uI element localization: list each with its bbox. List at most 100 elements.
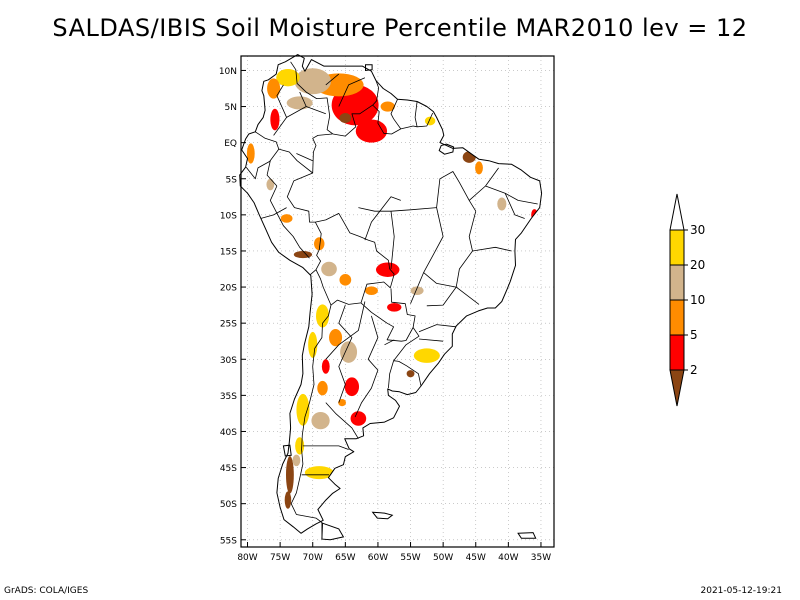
lon-tick-label: 75W [270, 553, 290, 563]
colorbar: 30 20 10 5 2 [669, 193, 705, 407]
south-america-coastline [239, 54, 543, 534]
anomaly-patch-lt5 [375, 262, 400, 277]
anomaly-patch-lt20 [321, 261, 337, 277]
lat-tick-label: 30S [220, 356, 237, 366]
border-line [325, 73, 340, 86]
lat-tick-label: EQ [224, 139, 237, 149]
border-line [418, 324, 457, 333]
island-outline [517, 532, 537, 539]
lat-tick-label: 45S [220, 464, 237, 474]
anomaly-patch-lt10 [338, 398, 346, 407]
anomaly-patch-lt10 [380, 101, 395, 112]
lat-tick-label: 50S [220, 500, 237, 510]
axis-labels: 10N 5N EQ 5S 10S 15S 20S 25S 30S 35S 40S 45S 50S 55S8… [219, 67, 551, 563]
lon-tick-label: 35W [531, 553, 551, 563]
border-line [302, 445, 349, 450]
border-line [309, 221, 322, 276]
border-line [290, 61, 334, 135]
lat-tick-label: 25S [220, 320, 237, 330]
border-line [393, 327, 422, 387]
colorbar-bottom-arrow [669, 369, 685, 407]
lat-tick-label: 55S [220, 536, 237, 546]
anomaly-patch-lt30 [304, 466, 334, 480]
border-line [338, 77, 366, 107]
border-line [426, 286, 457, 307]
border-line [384, 339, 395, 346]
island-outline [365, 64, 373, 71]
anomaly-patch-lt5 [344, 377, 360, 397]
anomaly-patch-lt2 [406, 370, 415, 378]
border-line [325, 301, 366, 360]
anomaly-patch-lt20 [266, 178, 275, 191]
border-line [338, 304, 353, 403]
colorbar-label: 30 [690, 223, 705, 237]
lat-tick-label: 35S [220, 392, 237, 402]
graticule [241, 56, 554, 547]
anomaly-patch-lt10 [314, 237, 325, 251]
anomaly-patch-lt20 [311, 411, 330, 430]
lat-tick-label: 5S [226, 175, 238, 185]
anomaly-patch-lt5 [387, 302, 402, 312]
border-line [360, 288, 416, 342]
lon-tick-label: 60W [368, 553, 388, 563]
border-line [418, 338, 444, 342]
colorbar-top-arrow [669, 193, 685, 231]
border-line [390, 211, 395, 270]
border-line [455, 250, 473, 288]
border-line [468, 167, 499, 201]
anomaly-patch-lt30 [413, 348, 440, 363]
anomaly-patch-lt10 [280, 214, 293, 223]
soil-moisture-anomaly-field [246, 68, 538, 509]
border-line [269, 185, 310, 259]
border-line [372, 104, 401, 135]
border-line [315, 269, 395, 306]
anomaly-patch-lt30 [296, 393, 310, 426]
border-line [410, 272, 424, 304]
border-line [390, 99, 402, 130]
border-line [266, 160, 278, 187]
map-frame [240, 55, 555, 548]
island-outline [371, 511, 394, 520]
border-line [332, 80, 380, 137]
border-line [273, 91, 307, 136]
anomaly-patch-lt5 [350, 411, 367, 426]
border-line [260, 207, 287, 219]
political-borders [245, 61, 538, 540]
lat-tick-label: 10N [219, 67, 237, 77]
map-title: SALDAS/IBIS Soil Moisture Percentile MAR… [52, 14, 748, 42]
lon-tick-label: 50W [433, 553, 453, 563]
anomaly-patch-lt30 [424, 116, 436, 126]
anomaly-patch-lt20 [410, 286, 424, 296]
lon-tick-label: 65W [335, 553, 355, 563]
border-line [504, 193, 525, 219]
border-line [306, 106, 326, 115]
anomaly-patch-lt5 [321, 359, 330, 374]
border-line [276, 84, 287, 118]
coastlines [239, 54, 543, 541]
colorbar-segment-lt30 [669, 229, 685, 266]
border-line [358, 207, 437, 212]
island-outline [438, 143, 455, 155]
anomaly-patch-lt10 [329, 328, 343, 347]
border-line [414, 101, 418, 127]
anomaly-patch-lt2 [293, 250, 313, 259]
anomaly-patch-lt30 [295, 437, 305, 455]
lon-tick-label: 70W [303, 553, 323, 563]
border-line [354, 315, 379, 418]
border-line [290, 305, 332, 540]
lon-tick-label: 80W [237, 553, 257, 563]
anomaly-patch-lt30 [315, 304, 330, 328]
island-outline [282, 444, 292, 457]
lon-tick-label: 45W [466, 553, 486, 563]
anomaly-patch-lt10 [317, 380, 328, 396]
colorbar-label: 2 [690, 363, 698, 377]
anomaly-patch-lt2 [284, 491, 292, 509]
lon-tick-label: 40W [498, 553, 518, 563]
anomaly-patch-lt20 [340, 341, 358, 363]
border-line [468, 211, 512, 252]
anomaly-patch-lt5 [270, 108, 280, 131]
border-line [485, 185, 538, 205]
lat-tick-label: 10S [220, 211, 237, 221]
island-outline [321, 522, 345, 541]
